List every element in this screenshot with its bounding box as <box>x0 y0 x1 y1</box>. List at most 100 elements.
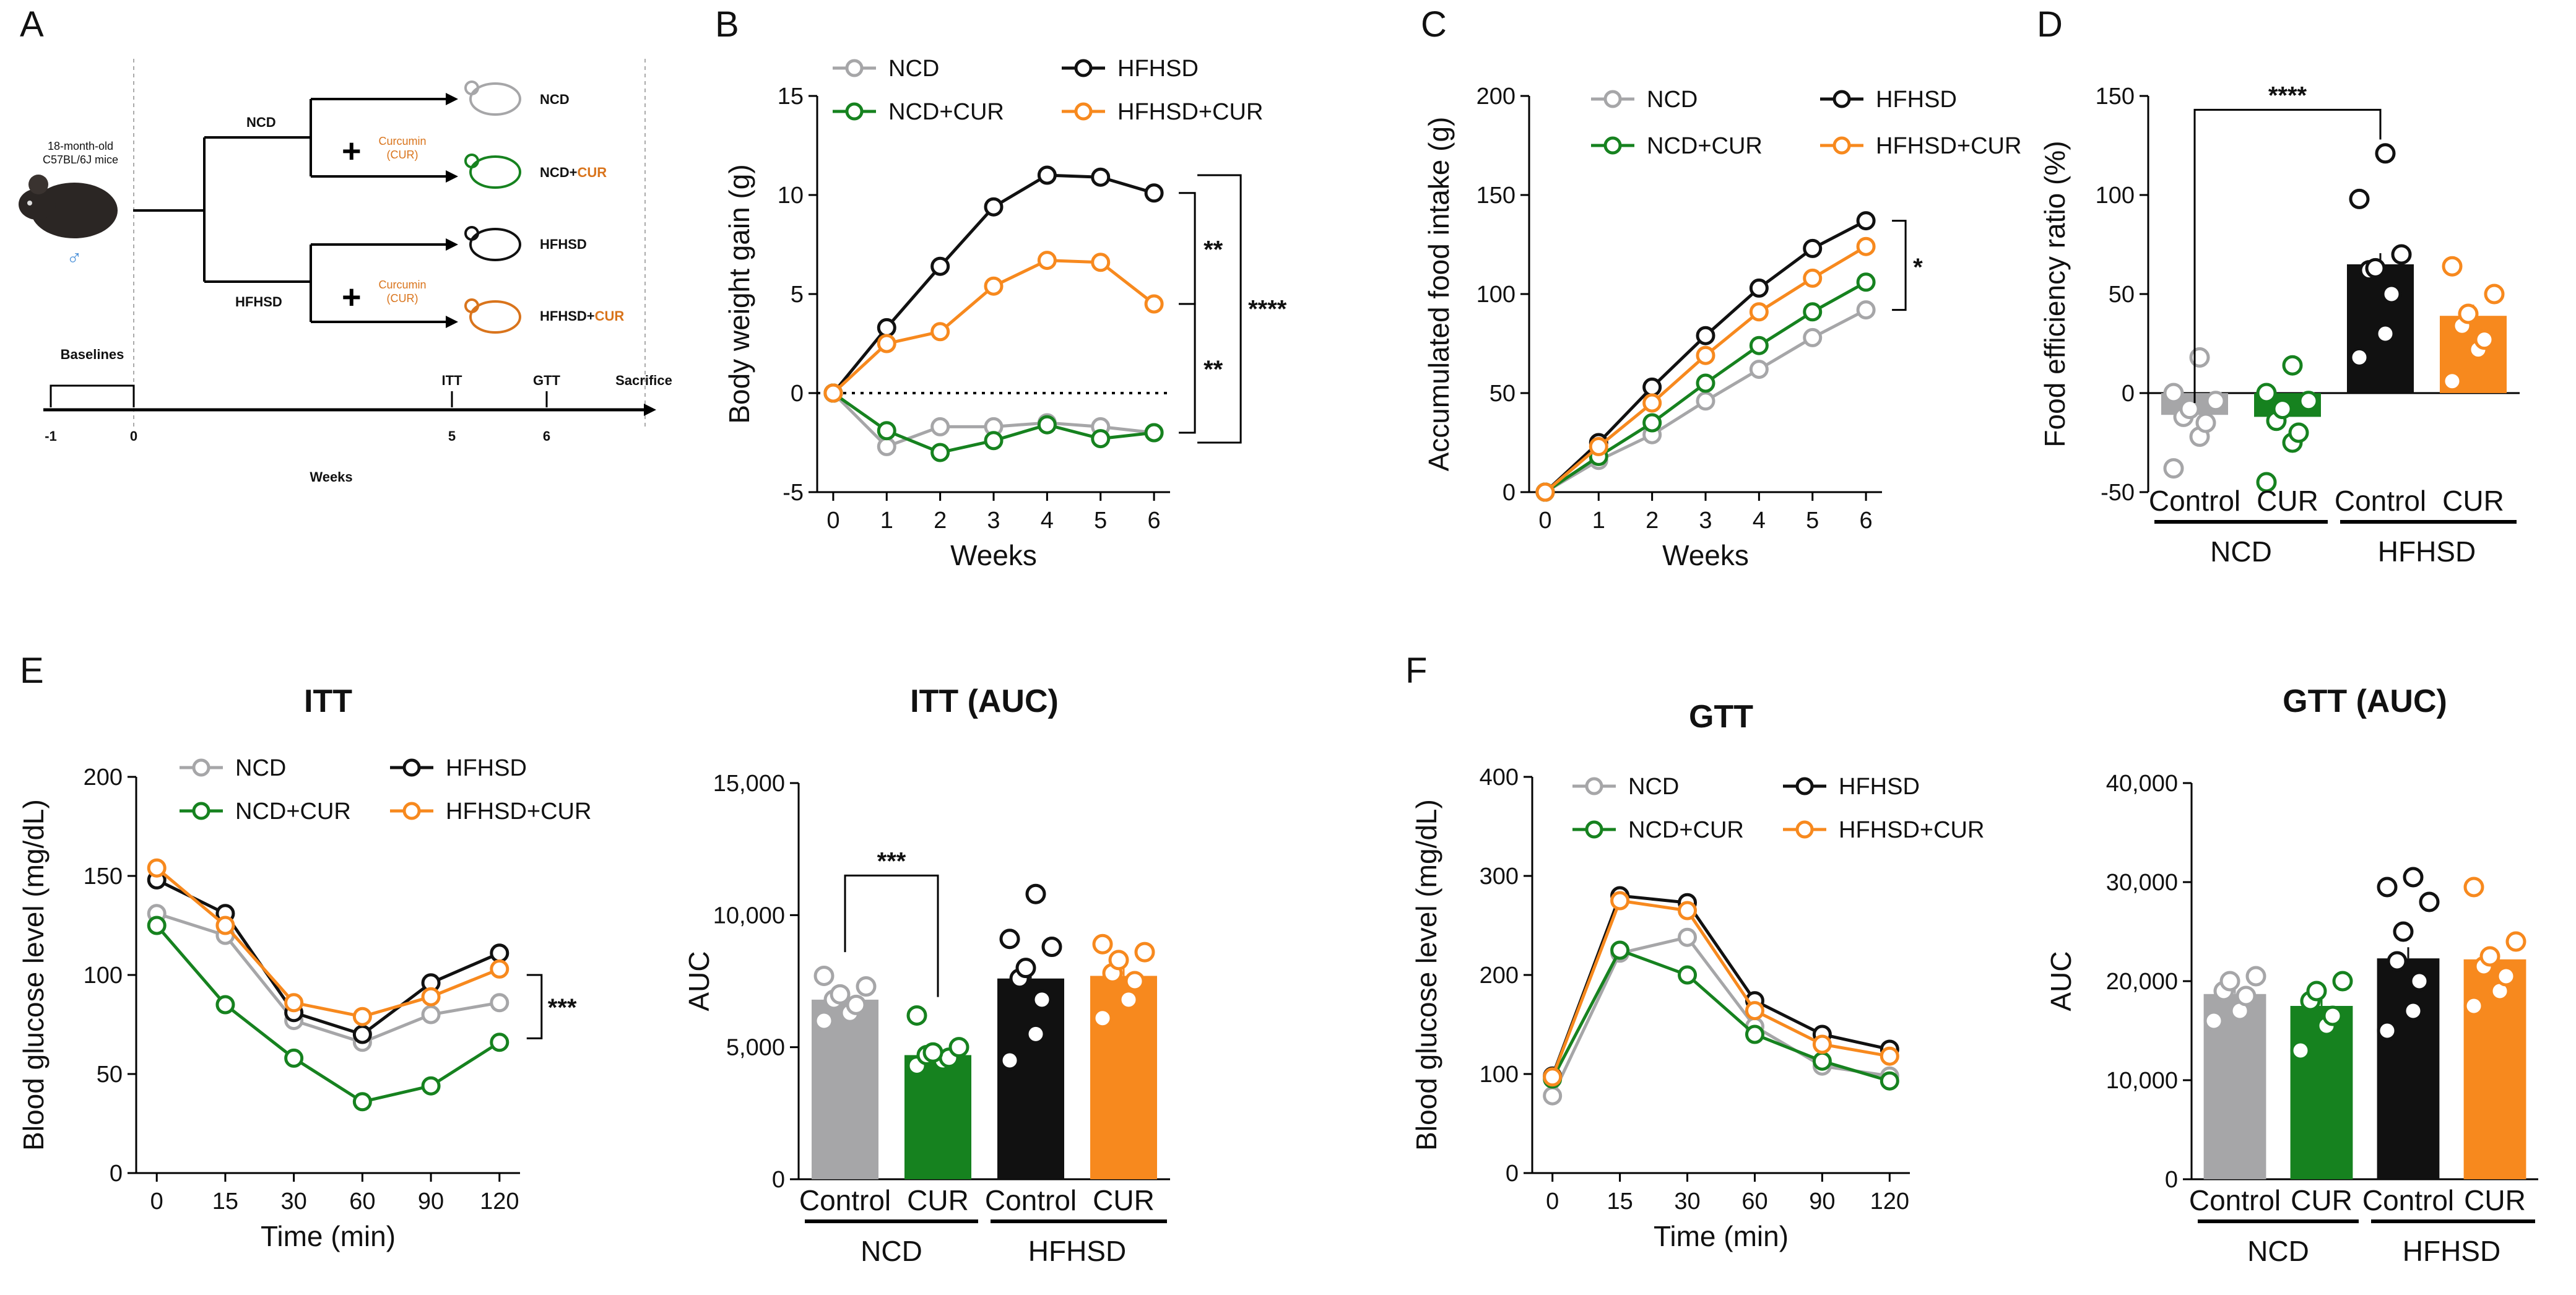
significance-bracket <box>1179 192 1196 305</box>
chart-title: GTT <box>1689 699 1753 735</box>
category-label: Control <box>2335 485 2426 517</box>
data-point-hfhsd-cur <box>1610 891 1630 911</box>
data-point-ncd-cur <box>877 421 896 441</box>
y-axis-title: AUC <box>683 951 715 1011</box>
data-point-ncd-cur <box>1144 423 1164 443</box>
data-point <box>846 994 867 1015</box>
data-point <box>1041 937 1062 958</box>
significance-bracket <box>2193 108 2382 403</box>
legend-marker <box>1832 136 1851 155</box>
series-line-hfhsd-cur <box>1551 899 1890 1078</box>
data-point <box>2375 323 2396 344</box>
data-point <box>1118 989 1139 1010</box>
data-point-ncd-cur <box>352 1092 372 1112</box>
legend-label-ncd-cur: NCD+CUR <box>1628 817 1744 843</box>
data-point-ncd-cur <box>147 916 167 935</box>
category-label: Control <box>2189 1184 2281 1216</box>
data-point-ncd-cur <box>1880 1071 1899 1091</box>
legend-marker <box>1074 59 1093 77</box>
data-point <box>2463 877 2484 898</box>
y-tick-label: 150 <box>1477 183 1516 209</box>
significance-label: * <box>1913 254 1923 281</box>
outcome-hfhsd-cur-label: HFHSD+CUR <box>540 308 624 324</box>
data-point <box>2163 383 2184 404</box>
outcome-hfhsd-label: HFHSD <box>540 236 587 252</box>
y-tick-label: 100 <box>1480 1062 1519 1088</box>
data-point-ncd-cur <box>1696 373 1715 393</box>
x-tick-label: 30 <box>281 1189 307 1215</box>
legend-label-ncd-cur: NCD+CUR <box>1647 133 1763 159</box>
data-point <box>2409 971 2430 992</box>
data-point-hfhsd-cur <box>823 383 843 403</box>
data-point-hfhsd-cur <box>1535 482 1555 502</box>
legend-label-hfhsd: HFHSD <box>446 755 527 781</box>
y-tick-label: 50 <box>2109 282 2135 308</box>
data-point-ncd-cur <box>1812 1051 1832 1071</box>
x-tick-label: 3 <box>987 508 1000 534</box>
series-line-ncd <box>156 912 500 1044</box>
significance-bracket <box>1197 174 1242 444</box>
timeline-tick: 0 <box>130 428 137 444</box>
x-tick-label: 0 <box>1538 508 1551 534</box>
y-tick-label: 0 <box>2122 381 2135 407</box>
group-label-ncd: NCD <box>861 1235 922 1267</box>
data-point <box>2419 891 2440 912</box>
x-tick-label: 120 <box>480 1189 519 1215</box>
data-point <box>2349 188 2370 209</box>
outcome-ncd-label: NCD <box>540 92 570 107</box>
legend-marker <box>402 802 421 820</box>
data-point <box>2381 284 2402 305</box>
legend-marker <box>1603 136 1622 155</box>
data-point-hfhsd-cur <box>1144 294 1164 314</box>
curcumin-abbrev-label: (CUR) <box>387 149 418 161</box>
y-tick-label: 10,000 <box>2106 1068 2178 1094</box>
curcumin-abbrev-label: (CUR) <box>387 292 418 305</box>
mouse-outline-icon <box>464 80 521 116</box>
y-tick-label: 50 <box>1490 381 1516 407</box>
outcome-ncd-cur-label: NCD+CUR <box>540 165 607 180</box>
data-point <box>2189 347 2210 368</box>
plus-icon: + <box>342 279 362 316</box>
data-point <box>1092 933 1113 955</box>
data-point-hfhsd-cur <box>1880 1046 1899 1066</box>
legend-label-ncd: NCD <box>1647 87 1698 113</box>
data-point <box>2203 1010 2224 1031</box>
data-point-hfhsd <box>1037 165 1057 185</box>
legend-marker <box>1074 102 1093 121</box>
legend-label-hfhsd: HFHSD <box>1117 56 1199 82</box>
mouse-age-label: 18-month-old <box>48 140 113 152</box>
chart-title: ITT <box>304 683 352 719</box>
group-label-hfhsd: HFHSD <box>1028 1235 1126 1267</box>
panel-label-f: F <box>1405 651 1428 691</box>
data-point <box>2505 931 2526 952</box>
x-tick-label: 30 <box>1674 1189 1700 1215</box>
data-point <box>2272 399 2293 420</box>
data-point <box>2195 412 2216 433</box>
timeline-tick: 5 <box>448 428 456 444</box>
data-point <box>2290 1040 2311 1061</box>
category-label: CUR <box>907 1184 969 1216</box>
data-point-ncd-cur <box>1037 415 1057 435</box>
data-point-hfhsd-cur <box>1812 1034 1832 1054</box>
bar-1 <box>2290 1006 2353 1179</box>
y-axis-title: Accumulated food intake (g) <box>1423 117 1455 472</box>
data-point-hfhsd-cur <box>1037 251 1057 271</box>
legend-label-ncd-cur: NCD+CUR <box>235 799 351 825</box>
y-tick-label: 100 <box>84 963 123 989</box>
data-point-hfhsd <box>1856 211 1876 231</box>
y-tick-label: 0 <box>1506 1161 1519 1187</box>
legend-label-hfhsd: HFHSD <box>1876 87 1957 113</box>
series-line-ncd-cur <box>1551 948 1891 1083</box>
significance-bracket <box>526 974 543 1039</box>
data-point <box>2322 1005 2343 1026</box>
mouse-outline-icon <box>464 298 521 334</box>
data-point <box>2377 1020 2398 1041</box>
data-point-ncd-cur <box>1745 1024 1764 1044</box>
legend-marker <box>1585 820 1603 839</box>
y-axis-title: Blood glucose level (mg/dL) <box>1410 799 1442 1151</box>
mouse-icon <box>19 175 118 238</box>
x-tick-label: 4 <box>1753 508 1766 534</box>
y-tick-label: 5,000 <box>726 1035 785 1061</box>
mouse-strain-label: C57BL/6J mice <box>43 154 118 166</box>
